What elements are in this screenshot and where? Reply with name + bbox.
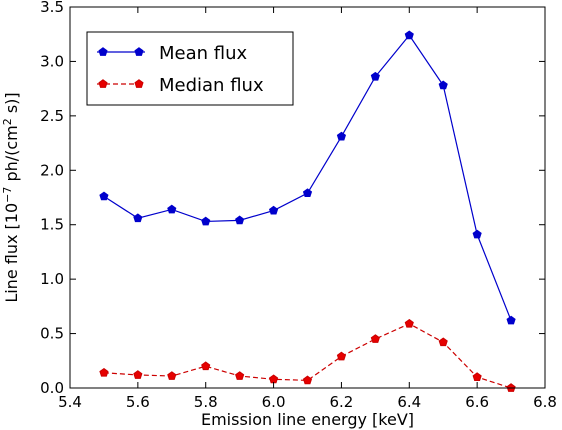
y-axis-label-suffix: s)] — [2, 92, 21, 118]
x-tick-label: 6.8 — [533, 393, 557, 411]
data-point-median-flux — [268, 374, 279, 384]
data-point-mean-flux — [99, 191, 109, 201]
series-layer — [99, 30, 516, 392]
y-axis-label-exponent: −7 — [1, 187, 14, 203]
data-point-median-flux — [302, 375, 313, 385]
y-tick-label: 0.0 — [40, 379, 64, 397]
x-tick-label: 6.4 — [397, 393, 421, 411]
data-point-mean-flux — [438, 80, 448, 90]
x-tick-label: 5.6 — [126, 393, 150, 411]
legend-label-mean-flux: Mean flux — [159, 43, 248, 64]
x-tick-label: 5.4 — [58, 393, 82, 411]
data-point-median-flux — [133, 370, 143, 379]
x-tick-label: 5.8 — [194, 393, 218, 411]
data-point-median-flux — [438, 337, 448, 347]
data-point-median-flux — [99, 367, 109, 377]
legend-entries: Mean flux Median flux — [97, 43, 264, 96]
legend-marker-median-flux — [98, 79, 108, 88]
data-point-median-flux — [370, 334, 380, 343]
data-point-mean-flux — [235, 215, 245, 225]
legend: Mean flux Median flux — [86, 31, 294, 106]
y-tick-label: 3.5 — [40, 0, 64, 16]
plot-frame — [69, 6, 546, 389]
data-point-median-flux — [472, 372, 482, 382]
data-point-median-flux — [167, 371, 177, 380]
y-tick-label: 1.5 — [40, 216, 64, 234]
data-point-mean-flux — [133, 213, 143, 223]
legend-box — [86, 31, 294, 106]
ticks-layer: 5.4 5.6 5.8 6.0 6.2 6.4 6.6 6.8 0.0 0.5 1.0 1.5 2.0 2… — [40, 0, 557, 411]
series-median-flux — [99, 318, 516, 392]
legend-item-mean-flux: Mean flux — [97, 43, 248, 64]
series-mean-flux — [99, 30, 516, 325]
x-axis-label: Emission line energy [keV] — [201, 410, 414, 429]
x-tick-label: 6.6 — [465, 393, 489, 411]
data-point-mean-flux — [370, 71, 380, 81]
y-axis-label-prefix: Line flux [10 — [2, 203, 21, 303]
legend-marker-mean-flux — [98, 47, 108, 56]
y-tick-label: 2.0 — [40, 161, 64, 179]
x-tick-label: 6.0 — [262, 393, 286, 411]
legend-label-median-flux: Median flux — [159, 75, 264, 96]
y-tick-label: 3.0 — [40, 52, 64, 70]
x-tick-label: 6.2 — [329, 393, 353, 411]
data-point-mean-flux — [336, 131, 347, 141]
data-point-median-flux — [404, 318, 414, 328]
legend-marker-mean-flux — [134, 47, 144, 56]
data-point-mean-flux — [167, 204, 177, 214]
data-point-mean-flux — [404, 30, 414, 40]
legend-marker-median-flux — [134, 79, 144, 88]
data-point-median-flux — [336, 351, 347, 361]
y-axis-label: Line flux [10−7 ph/(cm2 s)] — [1, 92, 22, 302]
data-point-median-flux — [235, 371, 245, 380]
data-point-mean-flux — [506, 315, 516, 325]
data-point-mean-flux — [472, 229, 482, 239]
data-point-median-flux — [201, 361, 211, 371]
data-point-mean-flux — [201, 216, 211, 226]
y-tick-label: 2.5 — [40, 107, 64, 125]
y-tick-label: 1.0 — [40, 270, 64, 288]
y-axis-label-middle: ph/(cm — [2, 125, 21, 186]
data-point-mean-flux — [268, 205, 279, 215]
y-axis-label-exponent-2: 2 — [1, 118, 14, 125]
legend-item-median-flux: Median flux — [97, 75, 264, 96]
data-point-mean-flux — [302, 188, 313, 198]
y-tick-label: 0.5 — [40, 325, 64, 343]
